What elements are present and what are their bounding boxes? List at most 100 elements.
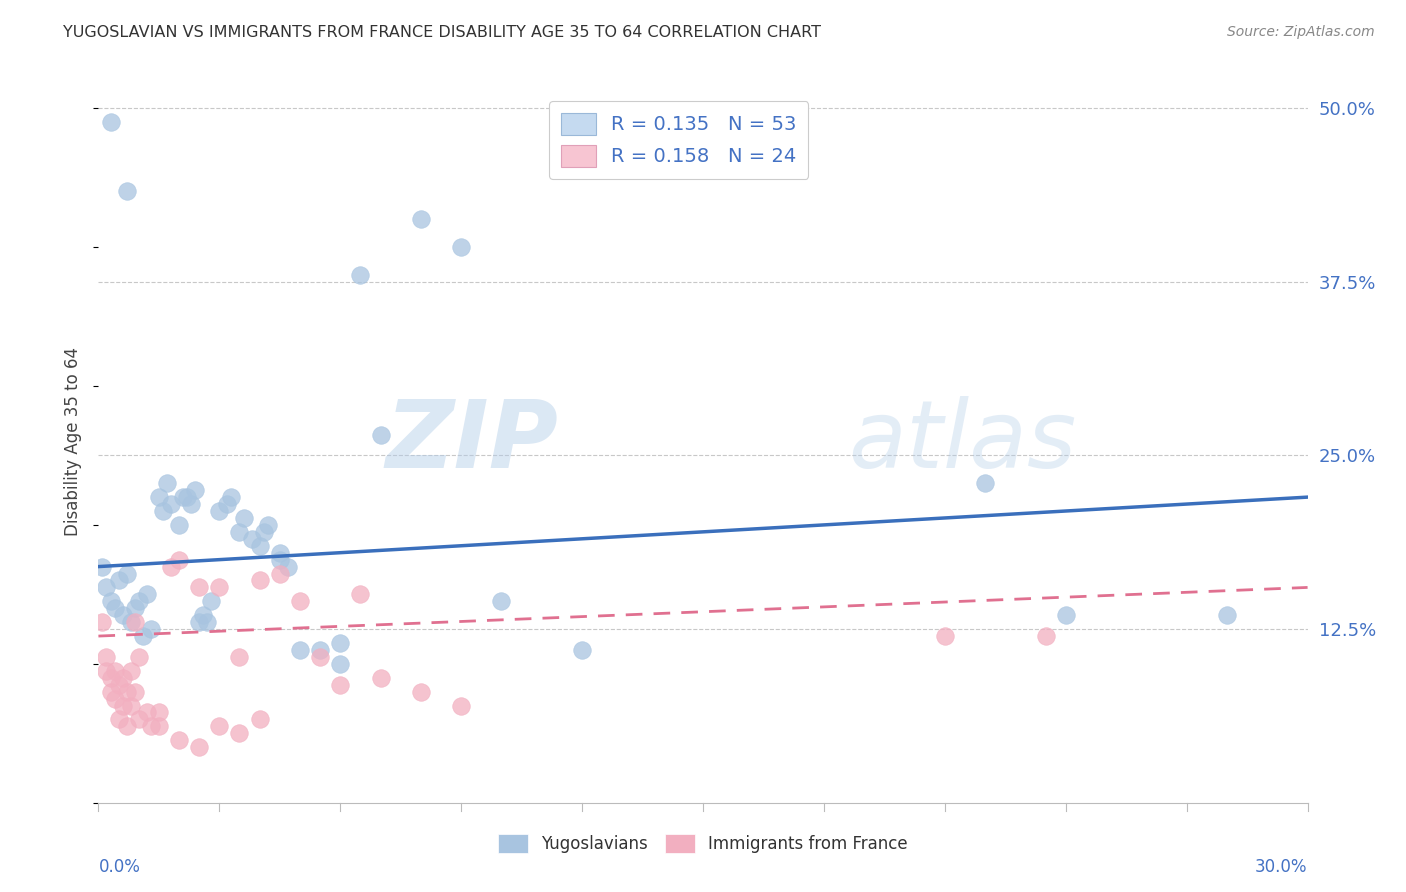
Point <box>115 566 138 581</box>
Point <box>409 684 432 698</box>
Point <box>349 587 371 601</box>
Point <box>103 691 125 706</box>
Point <box>91 615 114 630</box>
Point <box>240 532 263 546</box>
Point <box>934 629 956 643</box>
Point <box>491 594 513 608</box>
Point <box>1035 629 1057 643</box>
Text: atlas: atlas <box>848 396 1077 487</box>
Point <box>249 539 271 553</box>
Point <box>167 733 190 747</box>
Point <box>176 490 198 504</box>
Point <box>349 268 371 282</box>
Point <box>148 706 170 720</box>
Point <box>228 726 250 740</box>
Point <box>135 706 157 720</box>
Point <box>120 698 142 713</box>
Point <box>309 649 332 664</box>
Point <box>111 608 134 623</box>
Point <box>232 511 254 525</box>
Point <box>228 649 250 664</box>
Point <box>167 552 190 566</box>
Point <box>269 552 291 566</box>
Point <box>329 636 352 650</box>
Point <box>188 740 211 755</box>
Point <box>172 490 194 504</box>
Point <box>277 559 299 574</box>
Point <box>148 719 170 733</box>
Legend: Yugoslavians, Immigrants from France: Yugoslavians, Immigrants from France <box>492 827 914 860</box>
Point <box>269 566 291 581</box>
Point <box>253 524 276 539</box>
Point <box>288 594 311 608</box>
Point <box>571 643 593 657</box>
Y-axis label: Disability Age 35 to 64: Disability Age 35 to 64 <box>65 347 83 536</box>
Point <box>156 476 179 491</box>
Point <box>221 490 243 504</box>
Text: Source: ZipAtlas.com: Source: ZipAtlas.com <box>1227 25 1375 39</box>
Point <box>111 698 134 713</box>
Text: ZIP: ZIP <box>385 395 558 488</box>
Point <box>128 594 150 608</box>
Point <box>1216 608 1239 623</box>
Point <box>167 517 190 532</box>
Point <box>1054 608 1077 623</box>
Point <box>96 581 118 595</box>
Point <box>100 115 122 129</box>
Point <box>409 212 432 227</box>
Point <box>256 517 278 532</box>
Point <box>217 497 239 511</box>
Point <box>288 643 311 657</box>
Point <box>132 629 155 643</box>
Point <box>188 615 211 630</box>
Point <box>120 615 142 630</box>
Point <box>309 643 332 657</box>
Point <box>249 574 271 588</box>
Point <box>124 601 146 615</box>
Point <box>329 657 352 671</box>
Point <box>135 587 157 601</box>
Point <box>450 240 472 254</box>
Point <box>100 594 122 608</box>
Point <box>100 684 122 698</box>
Point <box>195 615 218 630</box>
Point <box>115 185 138 199</box>
Point <box>974 476 997 491</box>
Point <box>139 622 162 636</box>
Point <box>450 698 472 713</box>
Point <box>111 671 134 685</box>
Text: 30.0%: 30.0% <box>1256 858 1308 876</box>
Point <box>208 581 231 595</box>
Point <box>208 719 231 733</box>
Point <box>188 581 211 595</box>
Point <box>249 713 271 727</box>
Point <box>193 608 215 623</box>
Point <box>91 559 114 574</box>
Point <box>200 594 222 608</box>
Point <box>208 504 231 518</box>
Point <box>120 664 142 678</box>
Point <box>269 546 291 560</box>
Point <box>139 719 162 733</box>
Point <box>107 574 129 588</box>
Point <box>103 601 125 615</box>
Point <box>228 524 250 539</box>
Point <box>180 497 202 511</box>
Point <box>152 504 174 518</box>
Point <box>370 671 392 685</box>
Point <box>96 664 118 678</box>
Point <box>103 664 125 678</box>
Point <box>370 427 392 442</box>
Text: YUGOSLAVIAN VS IMMIGRANTS FROM FRANCE DISABILITY AGE 35 TO 64 CORRELATION CHART: YUGOSLAVIAN VS IMMIGRANTS FROM FRANCE DI… <box>63 25 821 40</box>
Point <box>124 615 146 630</box>
Point <box>115 684 138 698</box>
Point <box>148 490 170 504</box>
Point <box>128 649 150 664</box>
Point <box>96 649 118 664</box>
Point <box>100 671 122 685</box>
Point <box>329 678 352 692</box>
Text: 0.0%: 0.0% <box>98 858 141 876</box>
Point <box>115 719 138 733</box>
Point <box>184 483 207 498</box>
Point <box>128 713 150 727</box>
